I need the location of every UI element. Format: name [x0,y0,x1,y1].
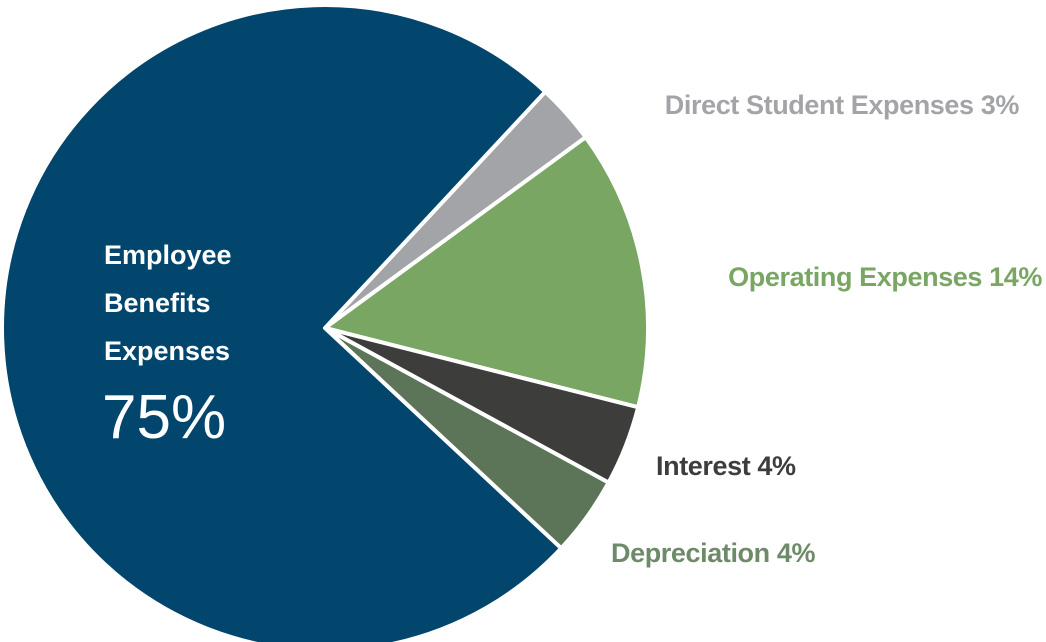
label-depreciation: Depreciation 4% [611,538,815,568]
label-operating: Operating Expenses 14% [728,262,1042,292]
slice-operating [323,135,650,410]
label-employee-line-1: Employee [104,240,232,270]
label-employee-line-3: Expenses [104,336,230,366]
label-employee-pct: 75% [102,383,226,452]
slice-employee-benefits [0,3,564,642]
pie-slices [0,3,650,642]
label-direct-student: Direct Student Expenses 3% [665,90,1020,120]
label-interest: Interest 4% [656,451,796,481]
pie-labels: Direct Student Expenses 3% Operating Exp… [102,90,1043,568]
label-employee-line-2: Benefits [104,288,211,318]
